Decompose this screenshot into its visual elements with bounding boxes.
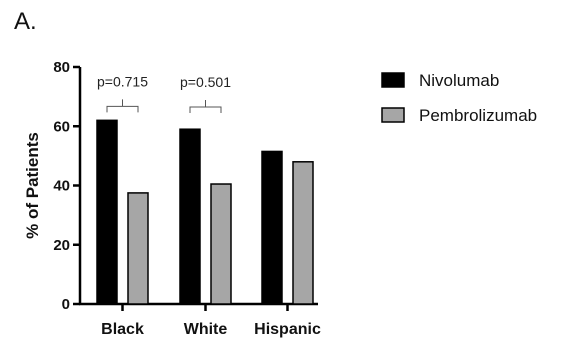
bar-nivolumab-black [96,119,118,305]
legend-swatch-nivolumab [381,72,405,88]
bars [96,119,314,305]
x-tick-label-white: White [184,321,228,338]
bar-pembrolizumab-white [210,183,232,305]
bar-nivolumab-hispanic [261,150,283,305]
legend-label-pembrolizumab: Pembrolizumab [419,106,537,125]
y-axis: 0 20 40 60 80 % of Patients [23,59,82,313]
y-tick-label-80: 80 [53,59,70,76]
significance-bracket-black [106,99,139,113]
legend-swatch-pembrolizumab [381,107,405,123]
bar-pembrolizumab-black [127,192,149,305]
y-tick-label-0: 0 [62,296,70,313]
y-axis-title: % of Patients [23,132,42,239]
x-tick-label-black: Black [101,321,144,338]
legend-label-nivolumab: Nivolumab [419,71,499,90]
x-axis: Black White Hispanic [79,302,321,338]
y-tick-label-60: 60 [53,118,70,135]
y-tick-label-20: 20 [53,237,70,254]
bar-pembrolizumab-hispanic [292,161,314,305]
panel-label: A. [14,8,37,35]
legend: Nivolumab Pembrolizumab [381,71,537,125]
x-tick-label-hispanic: Hispanic [254,321,321,338]
significance-annotations: p=0.715 p=0.501 [97,73,231,113]
bar-nivolumab-white [179,128,201,305]
y-tick-label-40: 40 [53,178,70,195]
p-value-label-white: p=0.501 [180,74,231,90]
significance-bracket-white [189,100,222,113]
p-value-label-black: p=0.715 [97,73,148,89]
